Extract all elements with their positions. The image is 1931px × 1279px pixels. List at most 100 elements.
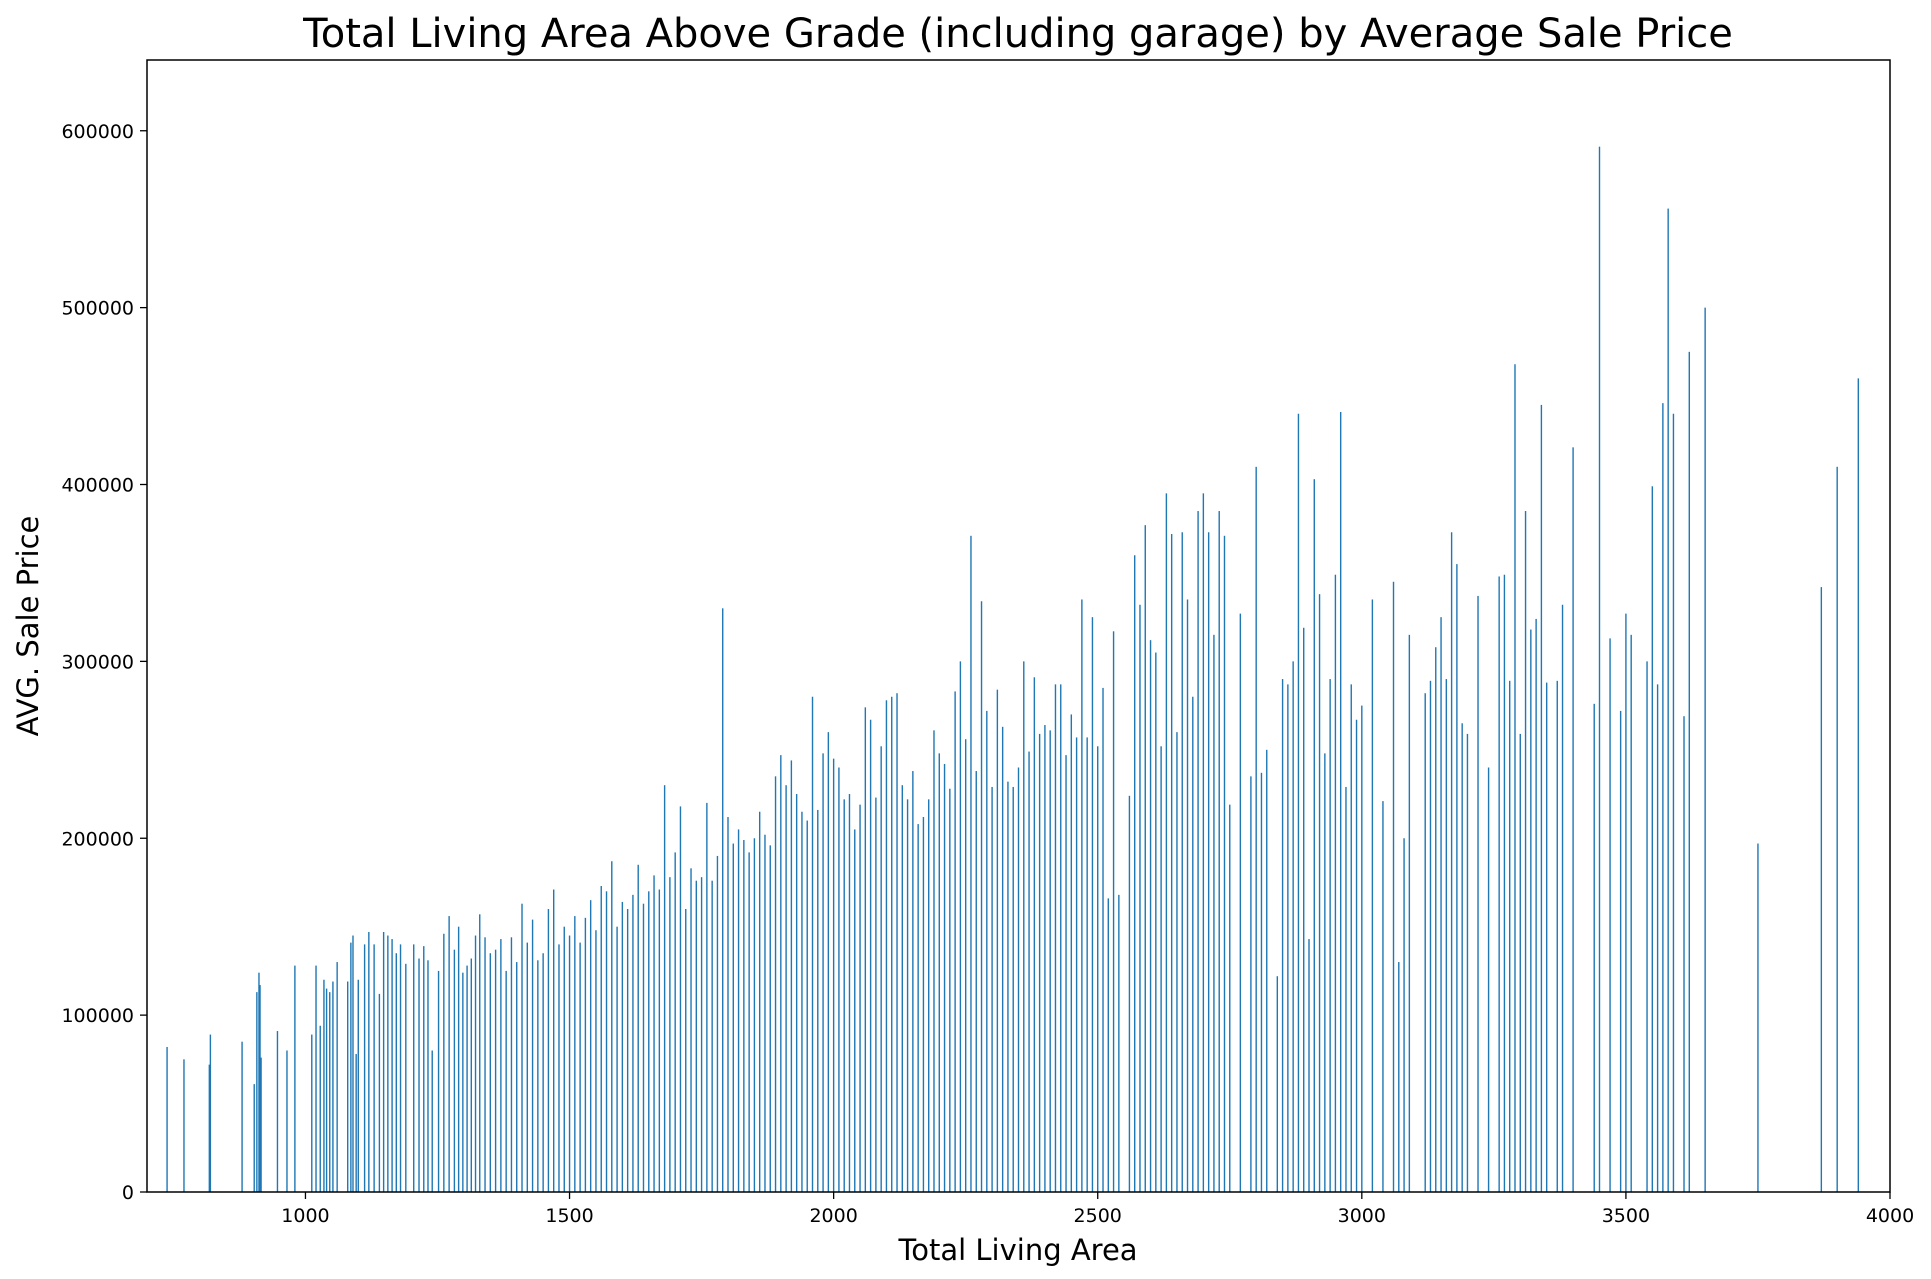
bar: [453, 949, 456, 1192]
y-tick-label: 200000: [61, 828, 134, 850]
bar: [443, 933, 445, 1192]
bar: [505, 970, 507, 1192]
bar: [928, 799, 930, 1192]
bar: [1857, 378, 1860, 1193]
bar: [1313, 479, 1315, 1192]
bar: [1630, 634, 1632, 1192]
bar: [764, 834, 766, 1192]
bar: [431, 1050, 433, 1192]
bar: [1757, 843, 1759, 1192]
bar: [827, 732, 830, 1193]
bar: [600, 886, 602, 1192]
bar: [848, 794, 851, 1192]
bar: [1672, 413, 1675, 1192]
bar: [1435, 647, 1437, 1192]
x-tick-label: 2500: [1074, 1205, 1122, 1227]
bar: [531, 919, 534, 1192]
bar: [1112, 631, 1115, 1192]
bar: [690, 868, 692, 1192]
bar: [801, 811, 803, 1192]
x-axis-label: Total Living Area: [897, 1233, 1137, 1267]
bar: [1609, 638, 1611, 1192]
bar: [1334, 574, 1337, 1192]
bar: [1292, 661, 1294, 1193]
bar: [500, 939, 502, 1192]
bar: [648, 891, 650, 1192]
bar: [332, 981, 334, 1192]
bar: [323, 979, 325, 1192]
bar: [466, 965, 468, 1192]
bar: [405, 963, 407, 1192]
bar: [1324, 753, 1326, 1192]
bar: [885, 700, 888, 1192]
bar: [1424, 693, 1426, 1192]
bar: [1207, 532, 1210, 1192]
bar: [516, 962, 518, 1192]
bar: [669, 877, 671, 1192]
bar: [891, 696, 893, 1192]
bars-group: [166, 146, 1860, 1193]
bar: [901, 785, 903, 1192]
bar: [875, 797, 877, 1192]
bar: [579, 942, 581, 1192]
bar: [413, 944, 415, 1193]
bar: [1318, 594, 1321, 1192]
bar: [795, 794, 798, 1192]
bar: [1403, 838, 1405, 1192]
bar: [1060, 684, 1062, 1192]
bar: [457, 926, 460, 1192]
bar: [632, 894, 634, 1192]
bar: [427, 960, 429, 1192]
bar: [595, 930, 597, 1192]
bar: [943, 763, 946, 1192]
bar: [616, 926, 618, 1192]
bar: [1134, 555, 1136, 1192]
bar: [1345, 786, 1347, 1192]
bar: [1450, 532, 1453, 1192]
bar: [208, 1064, 211, 1192]
bar: [1192, 696, 1194, 1192]
bar: [378, 993, 381, 1192]
bar: [395, 953, 397, 1192]
y-tick-label: 0: [122, 1182, 134, 1204]
bar: [1329, 679, 1331, 1192]
plot-frame: [146, 59, 1891, 1193]
bar: [1202, 493, 1205, 1193]
bar: [311, 1034, 313, 1192]
bar: [448, 916, 450, 1192]
bar: [1625, 613, 1627, 1192]
bar: [1339, 411, 1342, 1193]
bar: [854, 829, 856, 1192]
bar: [1165, 493, 1168, 1193]
bar: [347, 981, 349, 1192]
bar: [489, 953, 492, 1192]
bar: [769, 845, 771, 1192]
bar: [1561, 604, 1564, 1192]
bar: [1250, 776, 1252, 1192]
bar: [838, 767, 840, 1192]
bar: [336, 962, 338, 1192]
bar: [391, 939, 393, 1192]
bar: [758, 811, 761, 1192]
bar: [954, 691, 956, 1192]
bar: [510, 937, 513, 1192]
bar: [1514, 364, 1516, 1193]
bar: [423, 946, 425, 1192]
bar: [166, 1046, 168, 1192]
bar: [1081, 599, 1083, 1192]
bar: [1266, 749, 1268, 1192]
bar: [589, 900, 592, 1192]
bar: [1361, 705, 1363, 1192]
bar: [1598, 146, 1601, 1192]
bar: [1382, 801, 1384, 1192]
bar: [1276, 976, 1279, 1192]
x-tick-label: 3500: [1602, 1205, 1650, 1227]
y-tick-label: 600000: [61, 121, 134, 143]
bar: [1223, 535, 1226, 1192]
bar: [437, 970, 440, 1192]
bar: [658, 889, 661, 1192]
bar: [674, 852, 676, 1192]
bar: [1619, 710, 1622, 1192]
bar: [1704, 307, 1706, 1193]
